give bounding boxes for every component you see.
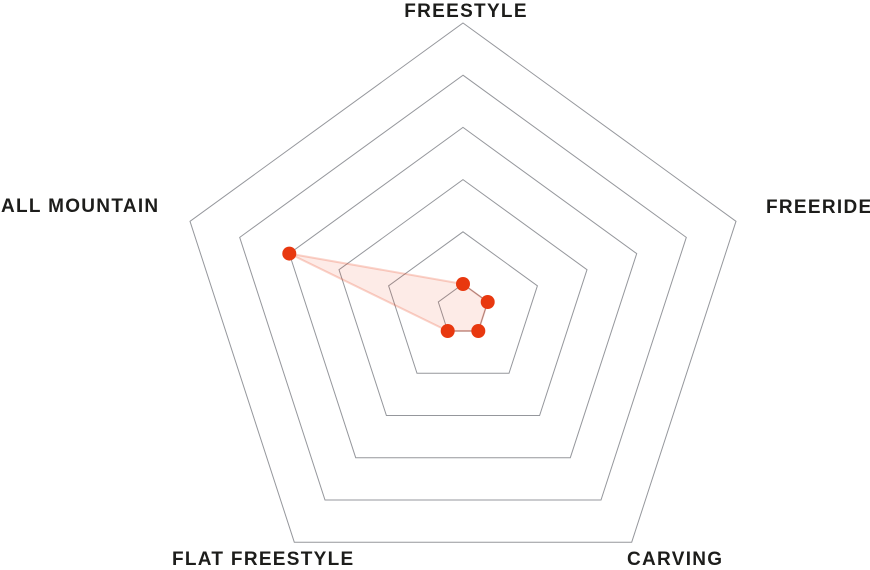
data-point-freestyle <box>456 277 470 291</box>
grid-ring <box>388 231 538 374</box>
axis-label-freestyle: FREESTYLE <box>404 1 528 22</box>
axis-label-all-mountain: ALL MOUNTAIN <box>1 196 160 217</box>
data-point-all-mountain <box>282 246 297 261</box>
axis-label-flat-freestyle: FLAT FREESTYLE <box>172 549 355 570</box>
data-point-freeride <box>480 295 495 309</box>
data-point-flat-freestyle <box>440 324 455 338</box>
grid-ring <box>239 74 687 501</box>
grid-ring <box>189 22 737 543</box>
axis-label-freeride: FREERIDE <box>766 197 870 218</box>
grid-ring <box>338 178 588 416</box>
grid-ring <box>288 126 638 459</box>
axis-label-carving: CARVING <box>627 549 724 570</box>
data-polygon <box>288 252 489 332</box>
data-point-carving <box>471 324 486 338</box>
